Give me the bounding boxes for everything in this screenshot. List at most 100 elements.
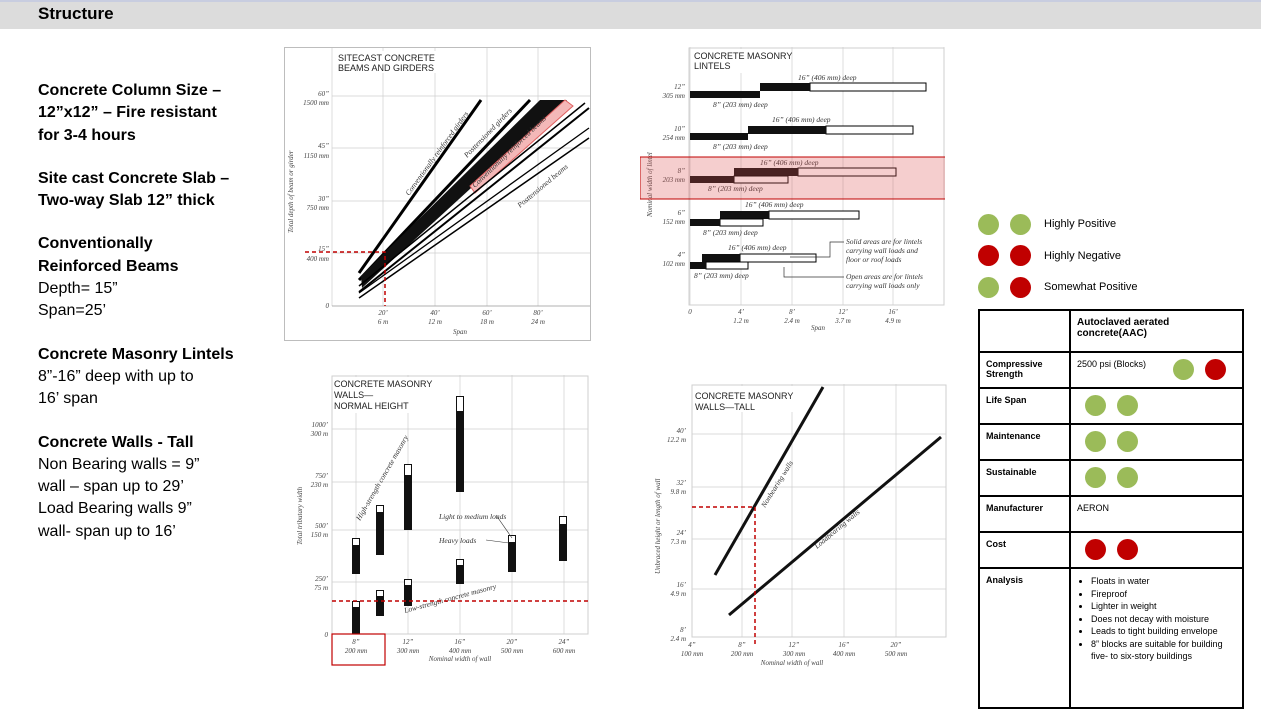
list-item: 8” blocks are suitable for building five… (1091, 638, 1236, 663)
low-strength-bar (376, 590, 384, 616)
chart-title: LINTELS (694, 61, 731, 71)
heading: Concrete Masonry Lintels (38, 345, 234, 363)
bar-label: 16” (406 mm) deep (798, 73, 857, 82)
y-tick: 250’ (315, 575, 329, 583)
text-line: Non Bearing walls = 9” (38, 455, 200, 473)
x-tick: 12” (789, 641, 800, 649)
left-text-panel: Concrete Column Size – 12”x12” – Fire re… (38, 80, 253, 564)
y-tick: 750’ (315, 472, 329, 480)
design-point-marker (305, 251, 386, 306)
green-circle-icon (1085, 431, 1106, 452)
selected-width-box (331, 633, 386, 666)
y-tick: 102 mm (663, 260, 685, 268)
beams-line-a (358, 107, 590, 293)
legend-label: Highly Positive (1044, 218, 1117, 230)
y-tick: 12” (674, 83, 685, 91)
y-tick: 75 m (314, 584, 328, 592)
x-axis-label: Nominal width of wall (760, 659, 823, 667)
red-circle-icon (1117, 539, 1138, 560)
y-tick: 230 m (311, 481, 328, 489)
title-bar: Structure (0, 0, 1261, 29)
walls-tall-svg: CONCRETE MASONRY WALLS—TALL 40’ 12.2 m 3… (654, 384, 947, 667)
heavy-load-bar (508, 535, 516, 572)
green-circle-icon (1085, 395, 1106, 416)
x-tick: 200 mm (345, 647, 367, 655)
text-line: wall- span up to 16’ (38, 522, 176, 540)
y-tick: 1500 mm (303, 99, 329, 107)
row-label: Cost (978, 531, 1071, 569)
table-row: Life Span (978, 387, 1244, 425)
slab-block: Site cast Concrete Slab – Two-way Slab 1… (38, 168, 253, 213)
series-label: Heavy loads (438, 536, 476, 545)
y-tick: 152 mm (663, 218, 685, 226)
row-label: Manufacturer (978, 495, 1071, 533)
y-tick: 0 (326, 302, 330, 310)
lintel-bar-open (825, 125, 914, 135)
x-tick: 60’ (482, 309, 492, 317)
aac-evaluation-table: Autoclaved aerated concrete(AAC) Compres… (978, 309, 1244, 709)
chart-title: CONCRETE MASONRY (695, 391, 793, 401)
low-strength-bar (456, 559, 464, 584)
row-label: Maintenance (978, 423, 1071, 461)
nonbearing-line (713, 386, 825, 576)
legend-label: Somewhat Positive (1044, 281, 1138, 293)
table-row: Sustainable (978, 459, 1244, 497)
note: carrying wall loads and (846, 246, 918, 255)
table-header: Autoclaved aerated concrete(AAC) (1069, 309, 1244, 353)
note: carrying wall loads only (846, 281, 920, 290)
y-tick: 0 (325, 631, 329, 639)
y-tick: 7.3 m (670, 538, 686, 546)
series-label: Posttensioned beams (515, 162, 570, 210)
y-tick: 4.9 m (670, 590, 686, 598)
y-tick: 30” (317, 195, 329, 203)
heading: for 3-4 hours (38, 126, 136, 144)
row-label: Analysis (978, 567, 1071, 709)
compressive-value: 2500 psi (Blocks) (1077, 359, 1147, 369)
y-tick: 305 mm (662, 92, 685, 100)
red-circle-icon (1085, 539, 1106, 560)
x-tick: 4” (688, 641, 696, 649)
list-item: Leads to tight building envelope (1091, 625, 1236, 638)
table-cell-empty (978, 309, 1071, 353)
heading: 12”x12” – Fire resistant (38, 104, 217, 122)
y-tick: 203 mm (663, 176, 685, 184)
column-size-block: Concrete Column Size – 12”x12” – Fire re… (38, 80, 253, 147)
x-tick: 500 mm (885, 650, 907, 658)
walls-block: Concrete Walls - Tall Non Bearing walls … (38, 432, 253, 543)
legend-label: Highly Negative (1044, 250, 1122, 262)
y-tick: 150 m (311, 531, 328, 539)
bar-label: 16” (406 mm) deep (760, 158, 819, 167)
green-circle-icon (978, 277, 999, 298)
lintels-chart: CONCRETE MASONRY LINTELS 12” 305 mm 10” … (640, 47, 945, 339)
x-tick: 16” (839, 641, 850, 649)
table-row: Analysis Floats in water Fireproof Light… (978, 567, 1244, 709)
x-tick: 12 m (428, 318, 442, 326)
table-row: Maintenance (978, 423, 1244, 461)
walls-normal-svg: CONCRETE MASONRY WALLS— NORMAL HEIGHT 10… (296, 375, 589, 666)
table-row: Manufacturer AERON (978, 495, 1244, 533)
text-line: Load Bearing walls 9” (38, 500, 192, 518)
lintel-bar-solid (690, 133, 748, 140)
x-tick: 200 mm (731, 650, 753, 658)
y-axis-label: Total tributary width (296, 486, 304, 545)
row-value: 2500 psi (Blocks) (1069, 351, 1244, 389)
x-axis-label: Nominal width of wall (428, 655, 491, 663)
series-label: Loadbearing walls (812, 507, 862, 551)
lintel-bar-solid (690, 176, 734, 183)
note: floor or roof loads (846, 255, 901, 264)
x-tick: 16’ (888, 308, 898, 316)
series-label: Light to medium loads (438, 512, 506, 521)
row-rating (1069, 423, 1244, 461)
y-axis-label: Nominal width of lintel (646, 152, 654, 218)
text-line: 16’ span (38, 390, 98, 408)
list-item: Floats in water (1091, 575, 1236, 588)
lintel-bar-solid (760, 83, 810, 91)
y-tick: 1150 mm (304, 152, 329, 160)
conv-girders-upper (357, 99, 483, 274)
table-row: Cost (978, 531, 1244, 569)
text-line: Span=25’ (38, 302, 107, 320)
list-item: Lighter in weight (1091, 600, 1236, 613)
red-circle-icon (1205, 359, 1226, 380)
beams-chart-svg: SITECAST CONCRETE BEAMS AND GIRDERS 60” … (287, 48, 590, 336)
lintel-bar-open (705, 261, 749, 270)
